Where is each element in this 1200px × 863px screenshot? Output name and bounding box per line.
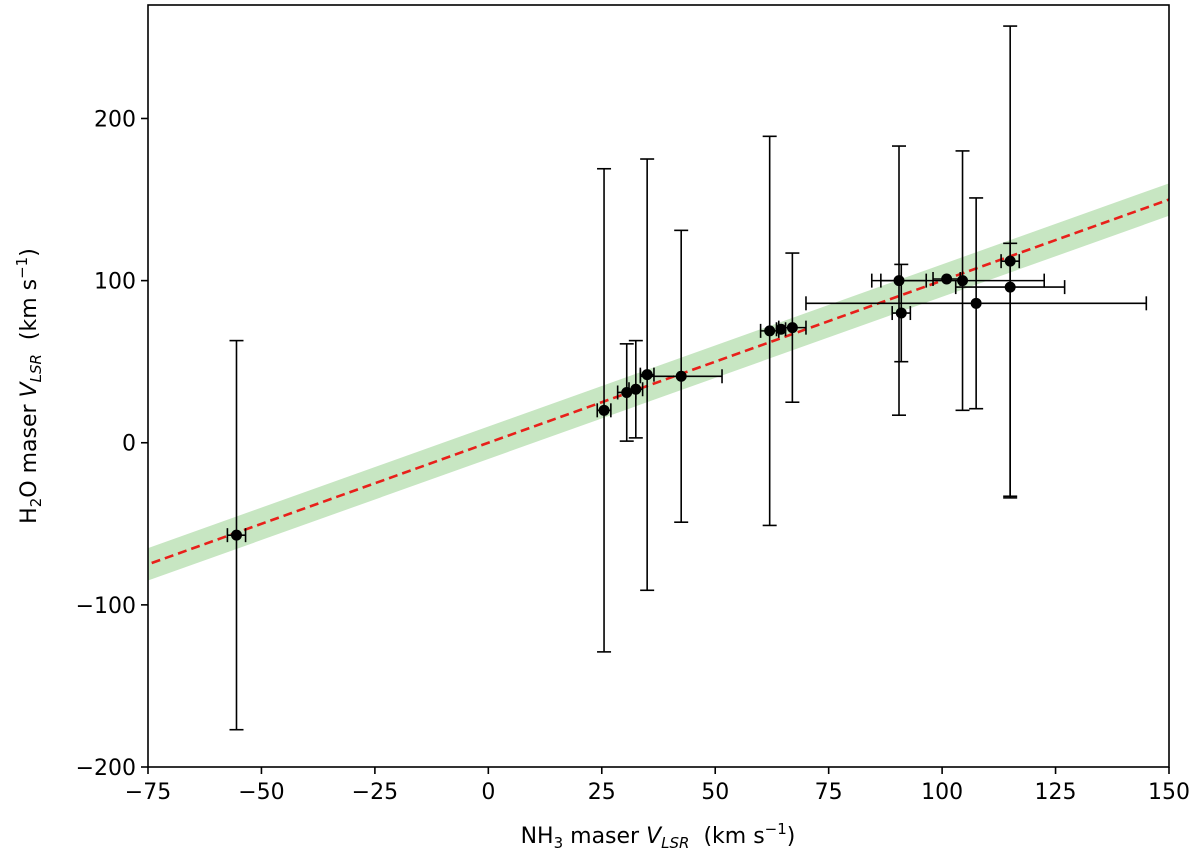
data-point-5 (675, 370, 687, 382)
fit-line (148, 198, 1169, 566)
data-point-12 (957, 275, 969, 287)
y-tick-label-1: −100 (76, 594, 136, 619)
y-axis-ticks: −200 −100 0 100 200 (76, 107, 148, 781)
plot-frame (147, 4, 1170, 768)
x-tick-label-5: 50 (701, 780, 729, 805)
x-tick-label-8: 125 (1035, 780, 1077, 805)
data-point-6 (764, 325, 776, 337)
data-point-4 (641, 369, 653, 381)
y-tick-label-3: 100 (94, 270, 136, 295)
data-point-10 (895, 307, 907, 319)
y-tick-label-0: −200 (76, 756, 136, 781)
data-point-8 (786, 322, 798, 334)
data-point-1 (598, 404, 610, 416)
data-point-13 (970, 297, 982, 309)
data-point-11 (941, 273, 953, 285)
x-tick-label-9: 150 (1148, 780, 1190, 805)
x-tick-label-7: 100 (921, 780, 963, 805)
fit-line-layer (148, 198, 1169, 566)
data-point-9 (893, 275, 905, 287)
y-tick-label-2: 0 (122, 432, 136, 457)
data-point-14 (1004, 255, 1016, 267)
data-point-15 (1004, 281, 1016, 293)
data-point-3 (630, 383, 642, 395)
x-axis-ticks: −75 −50 −25 0 25 50 75 100 125 150 (125, 767, 1190, 805)
x-tick-label-4: 25 (588, 780, 616, 805)
y-tick-label-4: 200 (94, 107, 136, 132)
x-tick-label-0: −75 (125, 780, 171, 805)
data-point-2 (621, 386, 633, 398)
data-point-7 (775, 323, 787, 335)
x-tick-label-3: 0 (481, 780, 495, 805)
y-axis-label: H2O maser VLSR (km s−1) (13, 248, 45, 524)
data-point-0 (230, 529, 242, 541)
x-axis-label: NH3 maser VLSR (km s−1) (521, 820, 796, 852)
x-tick-label-2: −25 (352, 780, 398, 805)
x-tick-label-6: 75 (815, 780, 843, 805)
x-tick-label-1: −50 (238, 780, 284, 805)
data-point-layer (230, 255, 1016, 541)
